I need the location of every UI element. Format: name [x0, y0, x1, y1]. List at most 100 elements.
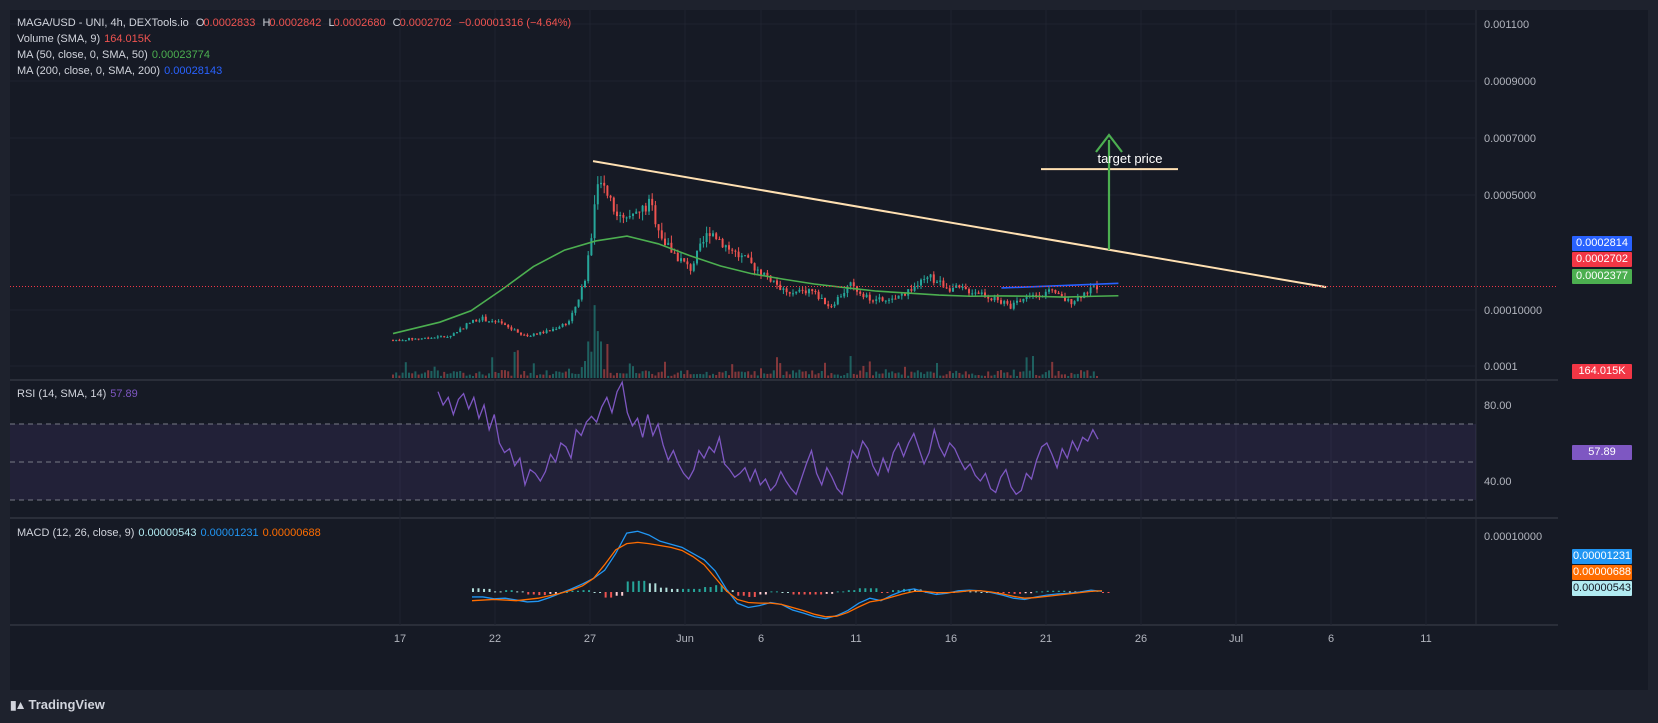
macd-histogram-bar	[654, 583, 657, 592]
volume-bar	[1067, 375, 1070, 378]
macd-histogram-bar	[847, 590, 850, 592]
volume-bar	[401, 372, 404, 378]
candle-body	[891, 298, 894, 300]
volume-bar	[1035, 374, 1038, 378]
macd-histogram-bar	[1002, 592, 1005, 594]
candle-body	[584, 280, 586, 288]
macd-histogram-bar	[659, 587, 662, 592]
chart-canvas[interactable]: target price 17 22 27 Jun 6 11 16 21 26 Jul 6 11 0.0…	[10, 10, 1648, 690]
candle-body	[580, 287, 583, 300]
volume-bar	[817, 373, 820, 378]
macd-histogram-bar	[510, 590, 513, 592]
volume-bar	[952, 373, 954, 378]
o-label: O	[195, 17, 205, 29]
candle-body	[497, 321, 500, 323]
candle-body	[715, 233, 718, 240]
candle-body	[846, 286, 849, 293]
volume-bar	[836, 374, 839, 378]
volume-bar	[1057, 371, 1060, 378]
candle-body	[753, 263, 756, 271]
volume-bar	[609, 372, 612, 378]
candle-body	[875, 299, 878, 301]
candle-body	[651, 198, 654, 206]
volume-bar	[916, 370, 919, 378]
candle-body	[459, 328, 462, 333]
candle-body	[526, 334, 529, 337]
change-value: −0.00001316 (−4.64%)	[458, 17, 572, 29]
volume-bar	[612, 375, 615, 378]
candle-body	[849, 282, 852, 287]
macd-histogram-bar	[781, 592, 784, 593]
volume-bar	[734, 371, 737, 378]
macd-histogram-bar	[775, 591, 778, 593]
candle-body	[680, 258, 682, 262]
h-value: 0.0002842	[269, 17, 322, 29]
candle-body	[411, 338, 414, 340]
macd-histogram-bar	[759, 592, 762, 595]
candle-body	[705, 233, 708, 243]
volume-bar	[1009, 375, 1012, 378]
candle-body	[894, 298, 897, 300]
ma200-price-tag: 0.0002814	[1572, 236, 1632, 251]
macd-histogram-bar	[1008, 592, 1011, 594]
candle-body	[798, 289, 801, 292]
macd-histogram-bar	[715, 585, 718, 592]
volume-bar	[606, 343, 609, 378]
candle-body	[667, 242, 670, 246]
macd-legend[interactable]: MACD (12, 26, close, 9) 0.00000543 0.00001…	[17, 525, 325, 541]
macd-histogram-bar	[516, 591, 519, 593]
x-tick-label: 6	[758, 633, 764, 645]
volume-bar	[424, 372, 426, 378]
volume-bar	[673, 374, 676, 378]
macd-histogram-bar	[709, 587, 712, 592]
rsi-value: 57.89	[110, 388, 138, 400]
macd-histogram-bar	[698, 588, 701, 592]
volume-bar	[772, 370, 775, 378]
volume-bar	[472, 375, 474, 378]
candle-body	[728, 245, 730, 250]
volume-bar	[984, 375, 986, 378]
brand[interactable]: ▮▲ TradingView	[10, 697, 105, 712]
volume-bar	[798, 369, 801, 378]
volume-bar	[532, 363, 535, 378]
macd-histogram-bar	[792, 592, 795, 595]
volume-bar	[504, 370, 506, 378]
volume-bar	[792, 370, 794, 378]
macd-histogram-bar	[604, 592, 607, 598]
volume-bar	[523, 371, 526, 378]
candle-body	[734, 250, 737, 252]
macd-histogram-bar	[753, 592, 756, 597]
volume-bar	[1051, 361, 1054, 378]
volume-bar	[1064, 374, 1066, 378]
symbol: MAGA/USD	[17, 17, 76, 29]
macd-histogram-bar	[643, 580, 646, 592]
macd-histogram-bar	[626, 581, 629, 592]
signal-tag: 0.00000688	[1572, 565, 1632, 580]
macd-histogram-bar	[864, 588, 867, 592]
candle-body	[1067, 299, 1070, 301]
candle-body	[878, 297, 881, 300]
volume-bar	[654, 375, 657, 378]
macd-histogram-bar	[969, 591, 972, 593]
macd-pane	[471, 530, 1110, 620]
macd-histogram-bar	[1063, 590, 1066, 592]
candle-body	[392, 340, 394, 342]
ma50-legend[interactable]: MA (50, close, 0, SMA, 50) 0.00023774	[17, 47, 214, 63]
volume-bar	[878, 373, 881, 378]
ma200-legend[interactable]: MA (200, close, 0, SMA, 200) 0.00028143	[17, 63, 226, 79]
brand-label: TradingView	[28, 697, 105, 712]
rsi-legend[interactable]: RSI (14, SMA, 14) 57.89	[17, 386, 142, 402]
volume-bar	[897, 372, 900, 378]
candle-body	[523, 334, 526, 336]
volume-bar	[689, 374, 692, 378]
macd-histogram-bar	[742, 592, 745, 596]
macd-histogram-bar	[974, 591, 977, 593]
h-label: H	[262, 17, 271, 29]
candle-body	[430, 337, 433, 339]
candle-body	[1073, 301, 1076, 305]
volume-legend[interactable]: Volume (SMA, 9) 164.015K	[17, 31, 155, 47]
candle-body	[1044, 291, 1047, 297]
volume-bar	[920, 372, 922, 378]
macd-signal-value: 0.00000688	[262, 527, 321, 539]
volume-bar	[996, 371, 999, 378]
